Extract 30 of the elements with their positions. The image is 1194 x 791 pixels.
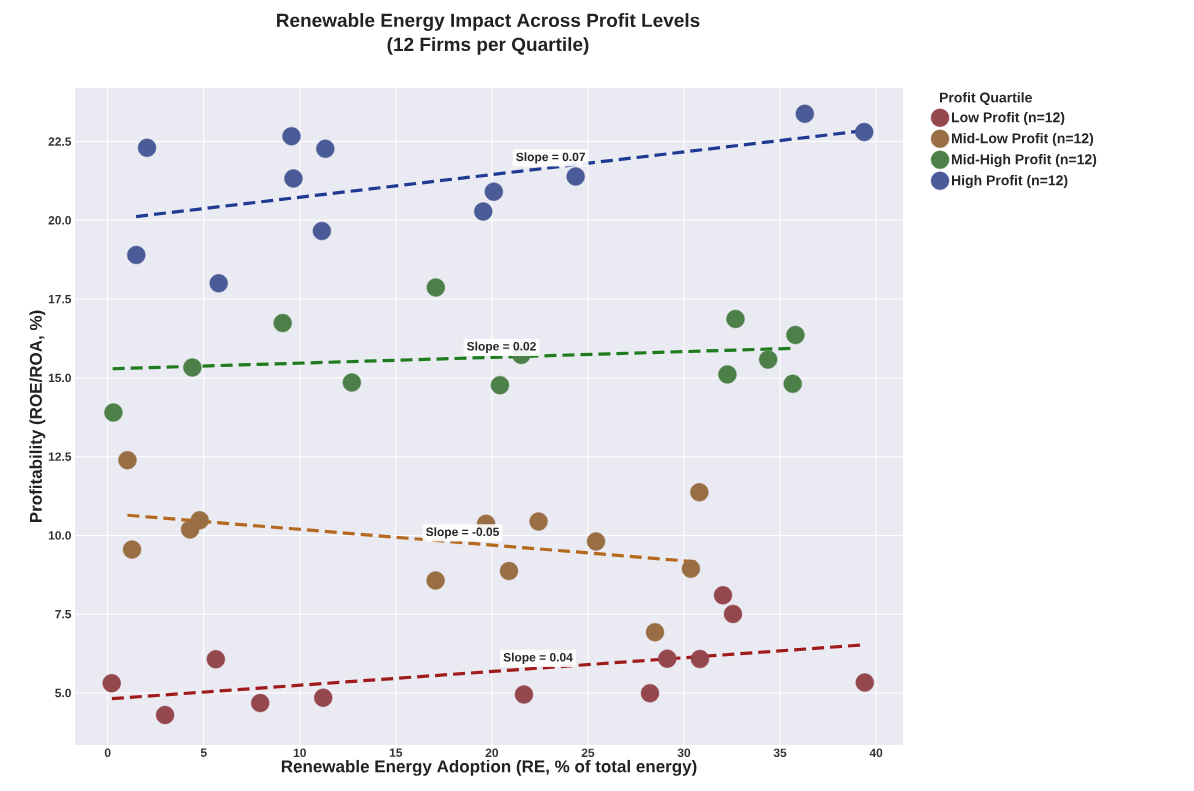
y-tick-label: 17.5	[48, 294, 72, 304]
annotation: Slope = 0.07	[516, 152, 585, 164]
annotation: Slope = -0.05	[425, 527, 499, 539]
x-tick-label: 0	[104, 748, 111, 758]
y-tick-label: 10.0	[48, 531, 71, 540]
y-axis-title: Profitability (ROE/ROA, %)	[29, 310, 46, 523]
legend-label: High Profit (n=12)	[951, 175, 1068, 189]
x-tick-label: 10	[293, 748, 306, 758]
x-tick-label: 25	[581, 748, 595, 758]
annotation: Slope = 0.04	[503, 652, 573, 664]
x-axis-title: Renewable Energy Adoption (RE, % of total energy)	[281, 759, 697, 776]
chart-subtitle: (12 Firms per Quartile)	[387, 37, 589, 55]
y-tick-label: 5.0	[55, 688, 71, 698]
y-tick-label: 12.5	[48, 452, 72, 461]
legend-label: Mid-Low Profit (n=12)	[951, 133, 1094, 147]
legend-title: Profit Quartile	[939, 92, 1032, 106]
y-tick-label: 22.5	[48, 137, 72, 146]
x-tick-label: 5	[200, 748, 207, 757]
legend-label: Mid-High Profit (n=12)	[951, 154, 1097, 168]
x-tick-label: 40	[869, 748, 883, 758]
y-tick-label: 20.0	[48, 216, 71, 225]
legend-label: Low Profit (n=12)	[951, 112, 1065, 126]
x-tick-label: 20	[485, 748, 499, 758]
x-tick-label: 35	[773, 748, 787, 758]
y-tick-label: 7.5	[55, 610, 72, 619]
x-tick-label: 30	[677, 748, 691, 758]
chart-title: Renewable Energy Impact Across Profit Levels	[277, 13, 700, 31]
x-tick-label: 15	[389, 748, 403, 757]
annotation: Slope = 0.02	[466, 341, 536, 353]
y-tick-label: 15.0	[48, 373, 71, 383]
